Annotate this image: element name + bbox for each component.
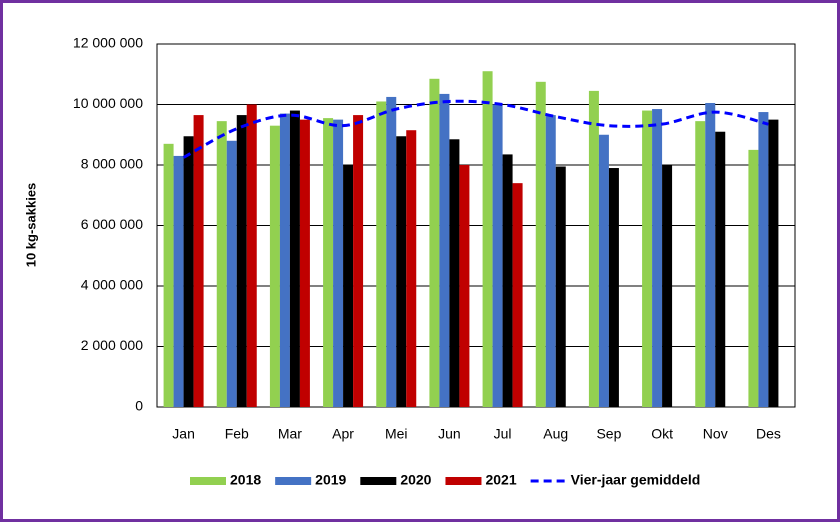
x-tick-label: Aug [543,426,568,442]
bar [608,168,619,407]
bar [502,154,513,407]
bar [482,71,493,407]
bar [588,90,599,407]
bar [246,104,257,407]
bar [323,118,334,408]
legend-label: Vier-jaar gemiddeld [571,472,701,488]
y-tick-label: 4 000 000 [81,277,143,293]
bar [642,110,653,408]
x-tick-label: Okt [651,426,673,442]
bar [492,104,503,407]
bar [758,112,769,407]
bar [598,134,609,407]
bar [555,166,566,407]
y-tick-label: 8 000 000 [81,156,143,172]
bar [439,93,450,407]
x-tick-label: Mei [385,426,408,442]
bar [705,102,716,408]
bar [652,109,663,407]
x-tick-label: Jul [494,426,512,442]
legend-swatch [360,477,397,485]
y-tick-label: 12 000 000 [73,35,143,51]
bar [193,115,204,408]
bar [163,143,174,407]
x-tick-label: Des [756,426,781,442]
bar [748,149,759,407]
bar [429,78,440,407]
bar [715,131,726,407]
bar [183,136,194,407]
bar [396,136,407,407]
bar [269,125,280,408]
y-tick-label: 2 000 000 [81,337,143,353]
bar [768,119,779,407]
x-tick-label: Feb [225,426,249,442]
y-tick-label: 10 000 000 [73,95,143,111]
y-tick-label: 0 [135,398,143,414]
line [182,99,769,159]
bar [449,139,460,407]
bar [376,101,387,407]
x-tick-label: Mar [278,426,302,442]
x-tick-label: Jan [172,426,195,442]
bar [386,96,397,407]
bar [289,110,300,408]
legend-swatch [445,477,482,485]
legend-swatch [275,477,312,485]
x-tick-label: Apr [332,426,354,442]
bar [406,130,417,407]
bar [695,121,706,407]
bar [545,115,556,408]
legend-label: 2018 [230,472,261,488]
bar [216,121,227,407]
bar [236,115,247,408]
plot-border [156,43,796,408]
legend-label: 2021 [485,472,516,488]
legend-label: 2020 [400,472,431,488]
bar [459,165,470,407]
bar [333,119,344,407]
y-tick-label: 6 000 000 [81,216,143,232]
bar [535,81,546,407]
bar [343,165,354,407]
bar [279,113,290,407]
x-tick-label: Sep [596,426,621,442]
bar [226,140,237,408]
bar [173,155,184,407]
legend-label: 2019 [315,472,346,488]
y-axis-label: 10 kg-sakkies [23,183,38,268]
legend-swatch [190,477,226,485]
bar [662,165,673,407]
x-tick-label: Jun [438,426,461,442]
bar [299,119,310,407]
bar [353,115,364,408]
bar [512,183,523,407]
x-tick-label: Nov [703,426,728,442]
